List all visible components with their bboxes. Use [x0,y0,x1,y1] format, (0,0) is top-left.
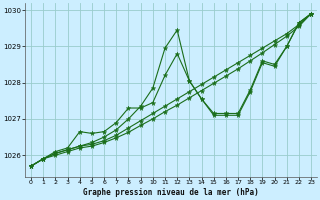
X-axis label: Graphe pression niveau de la mer (hPa): Graphe pression niveau de la mer (hPa) [83,188,259,197]
